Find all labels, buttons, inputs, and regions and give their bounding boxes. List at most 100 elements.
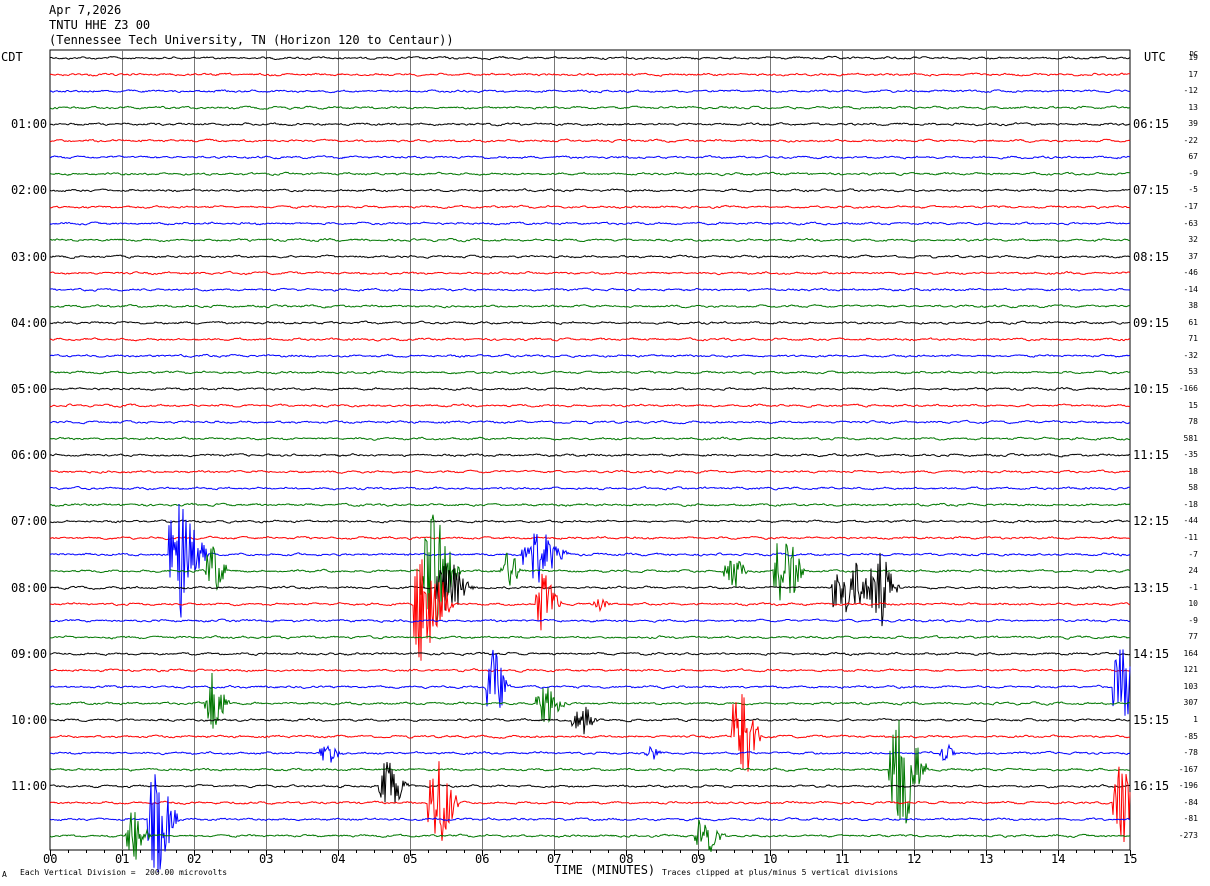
trace-40: [49, 706, 1131, 735]
trace-20: [49, 386, 1131, 392]
dc-offset: 15: [1188, 400, 1198, 410]
left-time-label: 04:00: [11, 315, 48, 330]
trace-38: [49, 649, 1131, 716]
dc-offset: 24: [1188, 566, 1198, 576]
left-time-label: 06:00: [11, 448, 48, 463]
right-axis-label: UTC: [1144, 50, 1166, 64]
dc-offset: 77: [1188, 632, 1198, 642]
trace-43: [49, 719, 1131, 824]
right-time-label: 11:15: [1133, 448, 1170, 463]
trace-41: [49, 694, 1131, 772]
left-time-label: 02:00: [11, 183, 48, 198]
right-time-label: 15:15: [1133, 713, 1170, 727]
dc-offset: 1: [1193, 715, 1198, 724]
chart-station: TNTU HHE Z3 00: [49, 18, 151, 32]
dc-offset: -5: [1188, 185, 1198, 195]
right-time-label: 13:15: [1133, 580, 1170, 595]
trace-5: [49, 138, 1131, 144]
dc-offset: -12: [1183, 86, 1198, 96]
left-time-label: 10:00: [11, 713, 48, 727]
trace-31: [49, 514, 1131, 631]
trace-6: [49, 154, 1131, 160]
dc-offset: 37: [1188, 251, 1198, 261]
trace-15: [49, 303, 1130, 309]
dc-offset: -35: [1183, 450, 1198, 460]
trace-34: [49, 618, 1131, 623]
trace-28: [49, 519, 1131, 524]
dc-offset: -44: [1183, 516, 1198, 526]
dc-offset: -17: [1183, 201, 1198, 211]
dc-offset: 39: [1188, 119, 1198, 129]
left-axis-label: CDT: [1, 50, 23, 64]
dc-offset: 103: [1183, 681, 1198, 691]
trace-8: [49, 188, 1131, 193]
x-tick-label: 03: [259, 852, 274, 866]
trace-39: [49, 672, 1131, 729]
dc-offset: -63: [1183, 218, 1198, 228]
dc-offset: -167: [1178, 764, 1198, 774]
dc-offset: 121: [1183, 665, 1198, 675]
left-time-label: 05:00: [11, 382, 48, 396]
trace-7: [49, 171, 1131, 177]
right-time-label: 12:15: [1133, 514, 1170, 529]
dc-offset: 71: [1188, 334, 1198, 344]
trace-47: [49, 812, 1131, 860]
trace-25: [49, 469, 1131, 474]
clip-note: Traces clipped at plus/minus 5 vertical …: [662, 868, 899, 877]
x-tick-label: 13: [979, 852, 994, 866]
scale-note: Each Vertical Division = 200.00 microvol…: [20, 868, 228, 877]
trace-44: [49, 762, 1131, 804]
trace-27: [49, 502, 1131, 508]
dc-offset: -81: [1183, 814, 1198, 824]
x-tick-label: 05: [403, 852, 418, 866]
trace-23: [49, 436, 1131, 441]
dc-offset: 38: [1188, 301, 1198, 311]
dc-offset: -9: [1188, 168, 1198, 178]
trace-3: [49, 105, 1131, 110]
trace-45: [49, 761, 1131, 843]
trace-22: [49, 419, 1130, 425]
trace-21: [49, 403, 1131, 408]
plot-frame: [49, 49, 1131, 851]
trace-37: [49, 668, 1131, 673]
dc-offset: 58: [1188, 483, 1198, 493]
trace-14: [50, 287, 1131, 292]
left-time-label: 11:00: [11, 779, 48, 794]
x-tick-label: 07: [547, 852, 562, 866]
x-tick-label: 15: [1123, 852, 1138, 866]
trace-42: [49, 743, 1131, 763]
right-time-label: 10:15: [1133, 382, 1170, 396]
corner-mark: A: [2, 870, 7, 879]
trace-1: [49, 72, 1131, 77]
trace-32: [49, 552, 1131, 627]
x-tick-label: 11: [835, 852, 850, 866]
trace-46: [49, 774, 1131, 873]
dc-offset: 18: [1188, 466, 1198, 476]
dc-offset: -14: [1183, 284, 1198, 294]
chart-location: (Tennessee Tech University, TN (Horizon …: [49, 33, 454, 47]
left-time-label: 01:00: [11, 117, 48, 132]
trace-16: [49, 320, 1131, 325]
dc-offset: -166: [1178, 384, 1198, 393]
trace-36: [49, 651, 1131, 657]
dc-label: DC: [1189, 50, 1198, 58]
right-time-label: 07:15: [1133, 183, 1170, 198]
x-tick-label: 10: [763, 852, 778, 866]
trace-17: [49, 337, 1131, 342]
dc-offset: 53: [1188, 367, 1198, 377]
dc-offset: -84: [1183, 797, 1198, 807]
dc-offset: -32: [1183, 350, 1198, 360]
dc-offset: -85: [1183, 731, 1198, 741]
trace-10: [49, 221, 1130, 226]
x-axis-title: TIME (MINUTES): [554, 863, 656, 877]
left-time-label: 07:00: [11, 514, 48, 529]
trace-18: [49, 353, 1131, 358]
dc-offset: 19: [1188, 53, 1198, 62]
dc-offset: -46: [1183, 268, 1198, 278]
trace-13: [49, 270, 1131, 276]
right-time-label: 14:15: [1133, 646, 1170, 661]
dc-offset: -18: [1183, 499, 1198, 509]
x-tick-label: 09: [691, 852, 706, 866]
trace-26: [49, 485, 1131, 491]
